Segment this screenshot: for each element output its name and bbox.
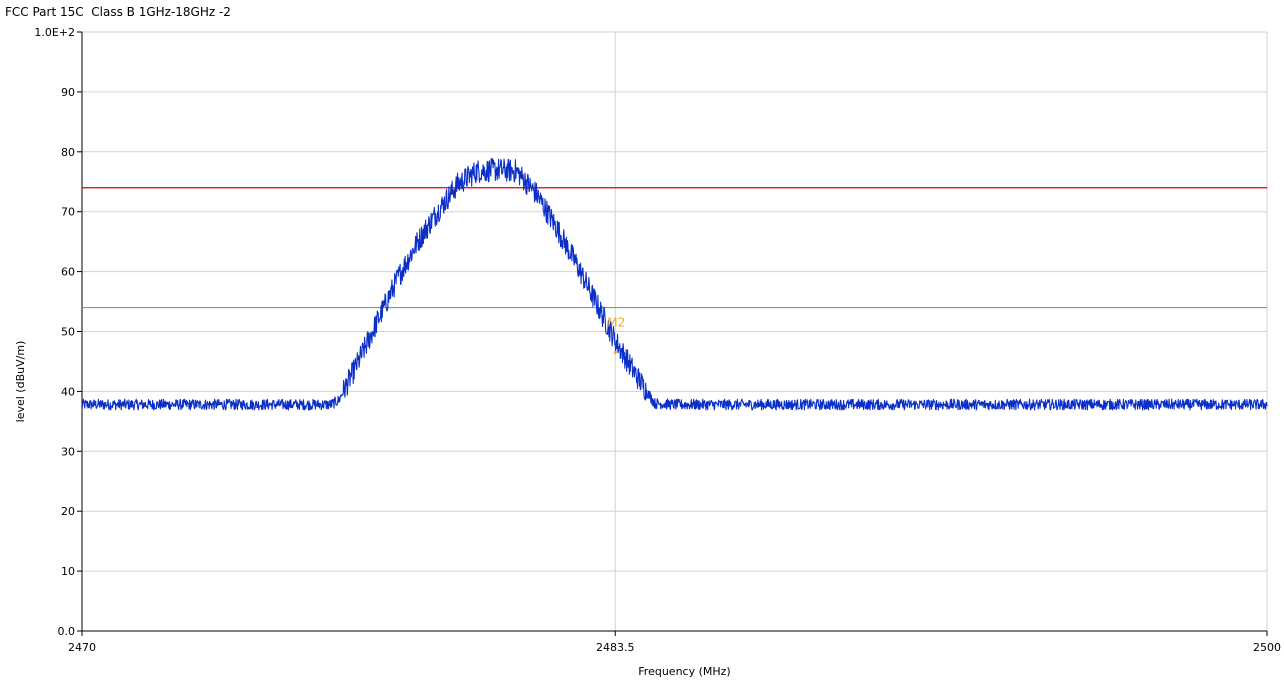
x-tick-label: 2483.5	[596, 641, 635, 654]
y-tick-label: 60	[61, 266, 75, 279]
y-tick-label: 40	[61, 385, 75, 398]
y-axis-title: level (dBuV/m)	[14, 341, 27, 423]
y-tick-label: 10	[61, 565, 75, 578]
y-tick-label: 1.0E+2	[34, 26, 75, 39]
chart-title: FCC Part 15C Class B 1GHz-18GHz -2	[5, 5, 231, 19]
spectrum-trace	[81, 157, 1268, 411]
x-axis-title: Frequency (MHz)	[638, 665, 730, 678]
y-tick-label: 90	[61, 86, 75, 99]
y-tick-label: 70	[61, 206, 75, 219]
y-tick-label: 30	[61, 445, 75, 458]
y-tick-label: 20	[61, 505, 75, 518]
marker-label: M2	[607, 315, 625, 329]
x-tick-label: 2470	[68, 641, 96, 654]
y-tick-label: 0.0	[58, 625, 76, 638]
x-tick-label: 2500	[1253, 641, 1281, 654]
marker-point	[613, 350, 617, 354]
y-tick-label: 80	[61, 146, 75, 159]
y-tick-label: 50	[61, 326, 75, 339]
